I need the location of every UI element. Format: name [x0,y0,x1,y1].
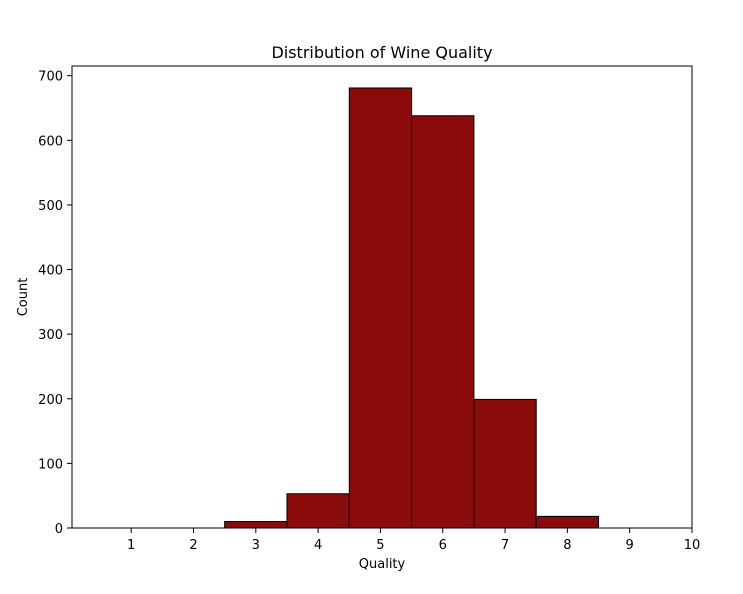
x-tick-label: 3 [252,538,260,553]
x-tick-label: 9 [626,538,634,553]
x-axis-ticks: 1 2 3 4 5 6 7 8 9 10 [127,528,700,553]
x-tick-label: 7 [501,538,509,553]
bar-quality-4 [286,493,350,529]
x-tick-label: 1 [127,538,135,553]
y-tick-label: 200 [38,393,63,408]
y-tick-label: 700 [38,70,63,85]
bar-quality-8 [535,515,600,529]
y-axis-label: Count [16,278,31,317]
y-tick-label: 100 [38,457,63,472]
bar-quality-3 [224,521,288,529]
y-tick-label: 600 [38,134,63,149]
plot-frame [71,65,693,529]
x-axis-label: Quality [359,557,406,572]
y-tick-label: 400 [38,264,63,279]
y-axis-ticks: 0 100 200 300 400 500 600 700 [38,70,72,537]
x-tick-label: 5 [376,538,384,553]
chart-title: Distribution of Wine Quality [271,43,492,62]
bars-group [224,87,600,529]
y-tick-label: 300 [38,328,63,343]
bar-quality-5 [348,87,413,529]
x-tick-label: 6 [439,538,447,553]
y-tick-label: 500 [38,199,63,214]
bar-quality-7 [473,398,537,529]
x-tick-label: 2 [189,538,197,553]
x-tick-label: 8 [563,538,571,553]
bar-quality-6 [411,115,475,529]
x-tick-label: 4 [314,538,322,553]
x-tick-label: 10 [684,538,701,553]
y-tick-label: 0 [55,522,63,537]
